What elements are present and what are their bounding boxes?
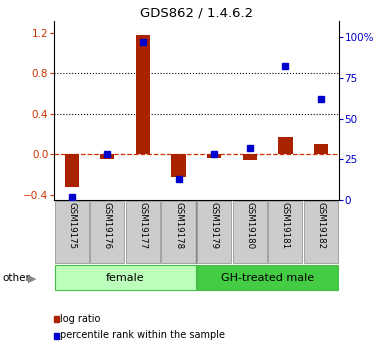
Text: GSM19182: GSM19182 xyxy=(316,202,325,249)
Bar xyxy=(233,201,267,263)
Text: other: other xyxy=(2,274,30,283)
Text: GSM19179: GSM19179 xyxy=(210,202,219,249)
Text: log ratio: log ratio xyxy=(60,314,100,324)
Bar xyxy=(207,155,221,158)
Bar xyxy=(243,155,257,159)
Text: GSM19175: GSM19175 xyxy=(67,202,76,249)
Text: GSM19177: GSM19177 xyxy=(139,202,147,249)
Bar xyxy=(268,201,303,263)
Bar xyxy=(171,155,186,177)
Bar xyxy=(65,155,79,187)
Bar xyxy=(55,201,89,263)
Text: percentile rank within the sample: percentile rank within the sample xyxy=(60,331,225,340)
Bar xyxy=(126,201,160,263)
Text: GSM19181: GSM19181 xyxy=(281,202,290,249)
Text: ▶: ▶ xyxy=(28,274,36,283)
Text: GSM19176: GSM19176 xyxy=(103,202,112,249)
Text: female: female xyxy=(106,273,144,283)
Text: GSM19180: GSM19180 xyxy=(245,202,254,249)
Title: GDS862 / 1.4.6.2: GDS862 / 1.4.6.2 xyxy=(140,7,253,20)
Bar xyxy=(278,137,293,155)
Text: GSM19178: GSM19178 xyxy=(174,202,183,249)
Bar xyxy=(55,265,196,290)
Bar xyxy=(197,265,338,290)
Text: GH-treated male: GH-treated male xyxy=(221,273,314,283)
Bar xyxy=(90,201,124,263)
Bar xyxy=(314,144,328,155)
Bar xyxy=(100,155,114,159)
Bar xyxy=(304,201,338,263)
Bar xyxy=(136,35,150,155)
Bar xyxy=(161,201,196,263)
Bar xyxy=(197,201,231,263)
